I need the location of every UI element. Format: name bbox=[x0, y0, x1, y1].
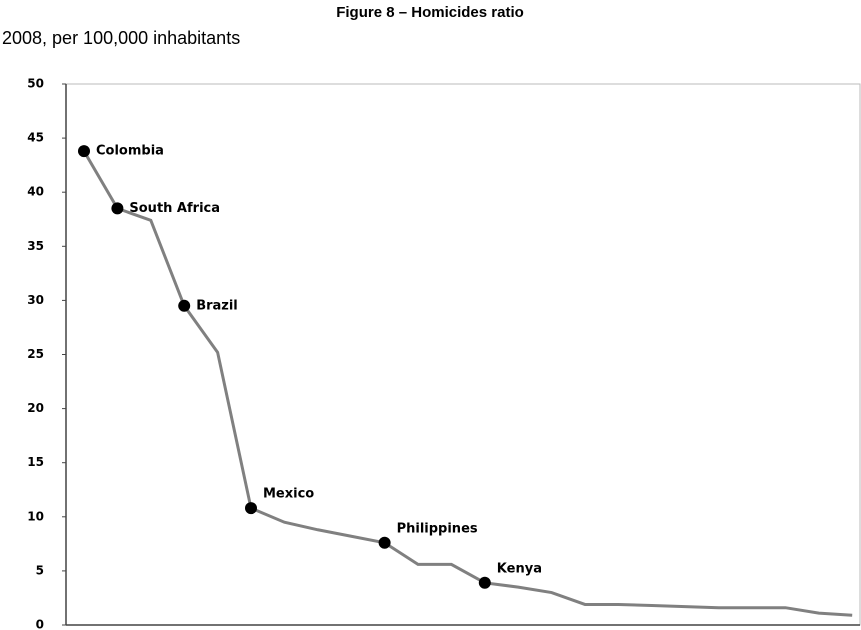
point bbox=[178, 299, 191, 312]
y-tick-label: 20 bbox=[27, 401, 44, 415]
y-tick-label: 50 bbox=[27, 77, 44, 91]
point-label: South Africa bbox=[129, 201, 220, 216]
y-tick-label: 45 bbox=[27, 131, 44, 145]
y-tick-label: 35 bbox=[27, 239, 44, 253]
plot-frame bbox=[65, 83, 861, 626]
point-label: Kenya bbox=[497, 561, 542, 576]
point bbox=[378, 536, 391, 549]
point bbox=[478, 576, 491, 589]
point-label: Brazil bbox=[196, 298, 238, 313]
point-label: Colombia bbox=[96, 144, 164, 159]
point bbox=[78, 145, 90, 158]
point bbox=[111, 202, 124, 215]
y-tick-label: 30 bbox=[27, 293, 44, 307]
y-tick-label: 15 bbox=[27, 455, 44, 469]
chart-title: Figure 8 – Homicides ratio bbox=[336, 4, 524, 21]
y-tick-label: 0 bbox=[36, 618, 44, 630]
point bbox=[245, 502, 257, 515]
point-label: Philippines bbox=[397, 521, 478, 536]
y-tick-label: 10 bbox=[27, 509, 44, 523]
y-tick-label: 25 bbox=[27, 347, 44, 361]
y-tick-label: 40 bbox=[27, 185, 44, 199]
line bbox=[82, 150, 853, 617]
point-label: Mexico bbox=[263, 487, 314, 502]
y-tick-label: 5 bbox=[36, 563, 44, 577]
chart-subtitle: 2008, per 100,000 inhabitants bbox=[2, 28, 240, 48]
